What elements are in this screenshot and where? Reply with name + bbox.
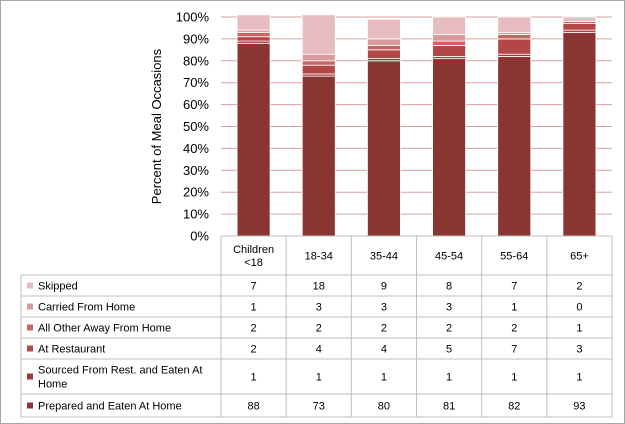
data-label: 81 — [443, 401, 455, 413]
category-label: 55-64 — [500, 251, 528, 263]
legend-swatch — [27, 402, 33, 409]
bar-segment — [367, 45, 401, 51]
data-label: 3 — [381, 302, 387, 314]
data-label: 4 — [316, 344, 322, 356]
legend-label: Prepared and Eaten At Home — [38, 401, 182, 413]
legend-swatch — [27, 373, 33, 380]
data-label: 18 — [313, 281, 325, 293]
bar-segment — [301, 53, 336, 62]
data-label: 80 — [378, 401, 390, 413]
bar-segment — [432, 34, 466, 42]
data-label: 7 — [511, 281, 517, 293]
data-label: 1 — [576, 323, 582, 335]
bar-segment — [432, 16, 466, 35]
bar-segment — [562, 16, 597, 22]
bar-segment — [236, 36, 271, 42]
y-axis-label: Percent of Meal Occasions — [149, 48, 164, 204]
legend-label: At Restaurant — [38, 344, 105, 356]
bar-segment — [367, 49, 401, 60]
data-label: 1 — [316, 372, 322, 384]
data-label: 2 — [251, 323, 257, 335]
legend-label: Carried From Home — [38, 302, 135, 314]
data-label: 1 — [381, 372, 387, 384]
data-label: 2 — [511, 323, 517, 335]
bars — [221, 14, 612, 237]
data-label: 3 — [446, 302, 452, 314]
data-label: 1 — [251, 372, 257, 384]
legend-swatch — [27, 282, 33, 289]
category-label: 45-54 — [435, 251, 463, 263]
bar-segment — [497, 56, 532, 237]
y-tick-label: 0% — [190, 229, 209, 244]
bar-segment — [497, 16, 532, 33]
data-table: Children<18 18-34 35-44 45-54 55-64 65+ Skippe… — [20, 236, 613, 418]
bar-segment — [236, 14, 271, 31]
y-tick-label: 10% — [183, 207, 209, 222]
y-axis-tick-labels: 0% 10% 20% 30% 40% 50% 60% 70% 80% 90% 100% — [176, 10, 210, 244]
y-tick-label: 80% — [183, 53, 209, 68]
data-label: 2 — [576, 281, 582, 293]
y-tick-label: 60% — [183, 97, 209, 112]
legend-label: Skipped — [38, 281, 78, 293]
data-label: 8 — [446, 281, 452, 293]
data-label: 2 — [316, 323, 322, 335]
bar-segment — [497, 38, 532, 55]
gridlines — [221, 16, 612, 237]
y-tick-label: 90% — [183, 31, 209, 46]
data-label: 1 — [576, 372, 582, 384]
data-label: 73 — [313, 401, 325, 413]
data-label: 3 — [576, 344, 582, 356]
category-label: 65+ — [570, 251, 589, 263]
bar-segment — [367, 18, 401, 40]
legend-swatch — [27, 303, 33, 310]
data-label: 2 — [251, 344, 257, 356]
bar-segment — [301, 14, 336, 55]
legend-swatch — [27, 345, 33, 352]
y-tick-label: 30% — [183, 163, 209, 178]
bar-segment — [301, 60, 336, 66]
y-tick-label: 100% — [176, 10, 210, 25]
bar-segment — [367, 38, 401, 46]
bar-segment — [497, 34, 532, 40]
bar-segment — [432, 58, 466, 237]
legend-swatch — [27, 324, 33, 331]
data-label: 7 — [251, 281, 257, 293]
bar-segment — [236, 31, 271, 38]
category-label: 18-34 — [305, 251, 333, 263]
y-tick-label: 50% — [183, 119, 209, 134]
data-label: 0 — [576, 302, 582, 314]
bar-segment — [562, 31, 597, 237]
category-label: <18 — [244, 257, 263, 269]
data-label: 2 — [446, 323, 452, 335]
y-tick-label: 40% — [183, 141, 209, 156]
data-label: 82 — [508, 401, 520, 413]
bar-segment — [432, 40, 466, 46]
data-label: 5 — [446, 344, 452, 356]
data-label: 1 — [251, 302, 257, 314]
bar-segment — [301, 75, 336, 237]
data-label: 1 — [511, 302, 517, 314]
data-label: 88 — [247, 401, 259, 413]
data-label: 1 — [511, 372, 517, 384]
y-tick-label: 70% — [183, 75, 209, 90]
category-label: Children — [233, 244, 274, 256]
data-label: 7 — [511, 344, 517, 356]
bar-segment — [367, 60, 401, 237]
bar-segment — [236, 42, 271, 237]
data-label: 2 — [381, 323, 387, 335]
bar-segment — [432, 45, 466, 57]
bar-segment — [562, 23, 597, 31]
y-tick-label: 20% — [183, 185, 209, 200]
data-label: 4 — [381, 344, 387, 356]
data-label: 1 — [446, 372, 452, 384]
legend-label: All Other Away From Home — [38, 323, 171, 335]
legend-label: Home — [38, 379, 67, 391]
data-label: 3 — [316, 302, 322, 314]
legend-label: Sourced From Rest. and Eaten At — [38, 365, 202, 377]
bar-segment — [301, 64, 336, 75]
category-label: 35-44 — [370, 251, 398, 263]
data-label: 9 — [381, 281, 387, 293]
data-label: 93 — [573, 401, 585, 413]
